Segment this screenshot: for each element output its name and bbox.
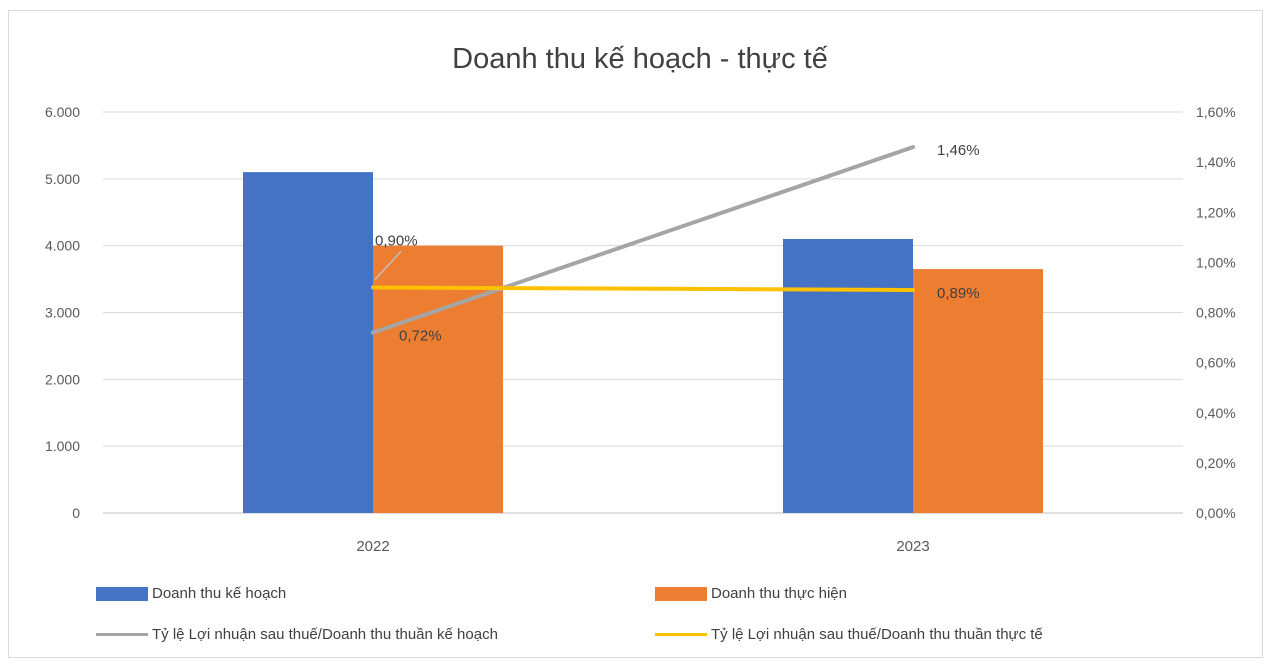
- bar: [373, 245, 503, 513]
- y-right-tick-label: 0,20%: [1196, 455, 1236, 471]
- data-label: 1,46%: [937, 142, 980, 159]
- y-right-tick-label: 1,60%: [1196, 104, 1236, 120]
- y-right-tick-label: 0,40%: [1196, 405, 1236, 421]
- y-left-tick-label: 0: [72, 505, 80, 521]
- bar: [243, 172, 373, 513]
- x-tick-label: 2022: [356, 538, 389, 555]
- chart-title: Doanh thu kế hoạch - thực tế: [452, 43, 828, 75]
- axes: 0 1.000 2.000 3.000 4.000 5.000 6.000 0,00% 0,20…: [45, 104, 1236, 555]
- leader-line: [374, 250, 402, 280]
- series-line: [371, 285, 915, 292]
- y-left-tick-label: 5.000: [45, 171, 80, 187]
- x-tick-label: 2023: [896, 538, 929, 555]
- bar: [913, 269, 1043, 513]
- data-labels: 0,72% 1,46% 0,90% 0,89%: [374, 142, 980, 345]
- y-right-tick-label: 1,20%: [1196, 204, 1236, 220]
- y-right-tick-label: 0,60%: [1196, 355, 1236, 371]
- y-right-tick-label: 0,00%: [1196, 505, 1236, 521]
- data-label: 0,90%: [375, 232, 418, 249]
- y-left-tick-label: 1.000: [45, 438, 80, 454]
- y-left-tick-label: 4.000: [45, 238, 80, 254]
- y-right-tick-label: 1,40%: [1196, 154, 1236, 170]
- y-left-tick-label: 2.000: [45, 371, 80, 387]
- chart-frame: [8, 10, 1263, 658]
- bar: [783, 238, 913, 513]
- series-line: [371, 145, 915, 335]
- data-label: 0,89%: [937, 285, 980, 302]
- bars: [243, 172, 1043, 513]
- y-left-tick-label: 3.000: [45, 305, 80, 321]
- y-right-tick-label: 0,80%: [1196, 305, 1236, 321]
- y-left-tick-label: 6.000: [45, 104, 80, 120]
- series-lines: [371, 145, 915, 335]
- data-label: 0,72%: [399, 328, 442, 345]
- y-right-tick-label: 1,00%: [1196, 254, 1236, 270]
